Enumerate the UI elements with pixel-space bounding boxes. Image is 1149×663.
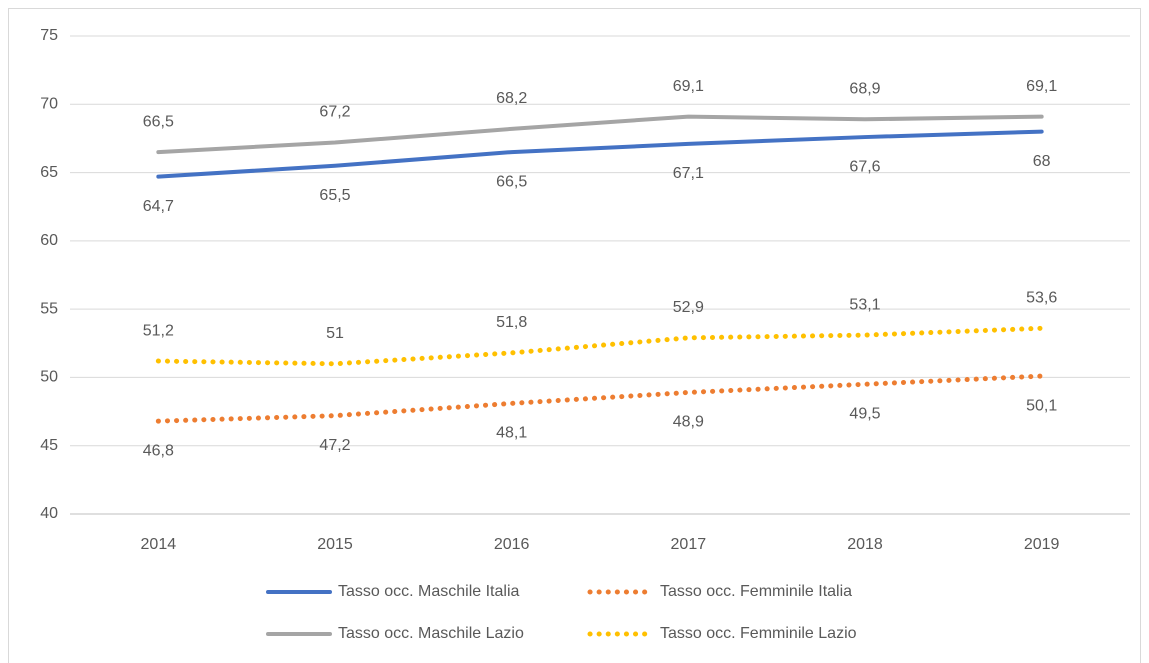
legend-label: Tasso occ. Maschile Italia — [338, 583, 520, 600]
x-tick-label: 2018 — [847, 536, 883, 553]
y-tick-label: 55 — [40, 300, 58, 317]
legend-label: Tasso occ. Femminile Lazio — [660, 625, 857, 642]
data-label: 53,6 — [1026, 289, 1057, 306]
data-label: 50,1 — [1026, 397, 1057, 414]
data-label: 68 — [1033, 153, 1051, 170]
x-tick-label: 2016 — [494, 536, 530, 553]
series-line — [155, 373, 1045, 424]
data-label: 67,6 — [849, 158, 880, 175]
data-label: 67,1 — [673, 165, 704, 182]
series-line — [155, 325, 1045, 367]
y-tick-label: 65 — [40, 164, 58, 181]
data-label: 48,9 — [673, 414, 704, 431]
x-tick-label: 2015 — [317, 536, 353, 553]
y-tick-label: 40 — [40, 505, 58, 522]
data-label: 69,1 — [673, 78, 704, 95]
data-label: 66,5 — [496, 173, 527, 190]
legend-label: Tasso occ. Maschile Lazio — [338, 625, 524, 642]
y-tick-label: 60 — [40, 232, 58, 249]
x-tick-label: 2014 — [141, 536, 177, 553]
y-tick-label: 50 — [40, 369, 58, 386]
data-label: 46,8 — [143, 442, 174, 459]
data-label: 66,5 — [143, 113, 174, 130]
data-label: 48,1 — [496, 425, 527, 442]
data-label: 64,7 — [143, 198, 174, 215]
data-label: 52,9 — [673, 299, 704, 316]
data-label: 51,2 — [143, 322, 174, 339]
x-tick-label: 2017 — [671, 536, 707, 553]
y-tick-label: 70 — [40, 96, 58, 113]
data-label: 68,2 — [496, 90, 527, 107]
data-label: 67,2 — [319, 104, 350, 121]
x-tick-label: 2019 — [1024, 536, 1060, 553]
series-line — [156, 114, 1044, 155]
data-label: 51 — [326, 325, 344, 342]
data-label: 51,8 — [496, 314, 527, 331]
data-label: 68,9 — [849, 81, 880, 98]
data-label: 69,1 — [1026, 78, 1057, 95]
y-tick-label: 75 — [40, 27, 58, 44]
legend-label: Tasso occ. Femminile Italia — [660, 583, 852, 600]
data-label: 49,5 — [849, 405, 880, 422]
data-label: 47,2 — [319, 437, 350, 454]
y-tick-label: 45 — [40, 437, 58, 454]
series-line — [156, 129, 1044, 179]
data-label: 65,5 — [319, 187, 350, 204]
data-label: 53,1 — [849, 296, 880, 313]
chart-frame — [8, 8, 1141, 663]
